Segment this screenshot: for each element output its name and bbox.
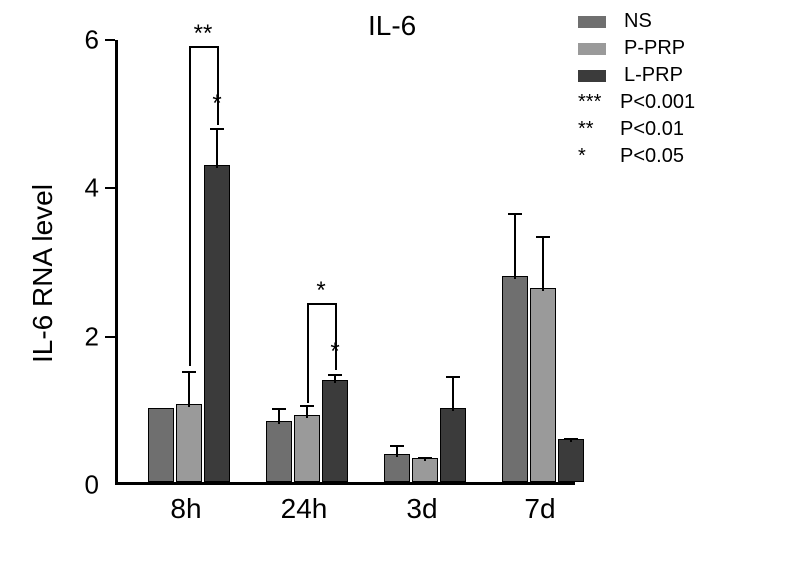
y-tick-label: 2 xyxy=(67,321,99,352)
legend-note-text: P<0.001 xyxy=(620,91,695,114)
legend-swatch xyxy=(578,70,606,82)
legend-series-label: P-PRP xyxy=(624,37,685,60)
significance-label: * xyxy=(316,277,325,305)
point-significance-label: * xyxy=(212,90,221,118)
legend-series-label: L-PRP xyxy=(624,64,683,87)
y-tick-label: 4 xyxy=(67,173,99,204)
point-significance-label: * xyxy=(330,338,339,366)
legend-note-text: P<0.05 xyxy=(620,145,684,168)
legend-note-symbol: * xyxy=(578,145,620,168)
il6-bar-chart: IL-6 IL-6 RNA level ***** NSP-PRPL-PRP**… xyxy=(0,0,787,573)
y-tick-mark xyxy=(105,187,115,189)
legend: NSP-PRPL-PRP***P<0.001**P<0.01*P<0.05 xyxy=(578,10,695,172)
x-category-label: 7d xyxy=(524,493,555,525)
legend-note-row: *P<0.05 xyxy=(578,145,695,168)
y-tick-label: 6 xyxy=(67,25,99,56)
y-tick-mark xyxy=(105,39,115,41)
legend-note-text: P<0.01 xyxy=(620,118,684,141)
legend-note-row: **P<0.01 xyxy=(578,118,695,141)
legend-series-label: NS xyxy=(624,10,652,33)
legend-series-row: NS xyxy=(578,10,695,33)
y-axis-label: IL-6 RNA level xyxy=(27,184,59,363)
y-tick-label: 0 xyxy=(67,470,99,501)
x-category-label: 24h xyxy=(281,493,328,525)
legend-note-symbol: ** xyxy=(578,118,620,141)
legend-swatch xyxy=(578,43,606,55)
x-category-label: 3d xyxy=(406,493,437,525)
x-category-label: 8h xyxy=(170,493,201,525)
legend-series-row: P-PRP xyxy=(578,37,695,60)
legend-note-symbol: *** xyxy=(578,91,620,114)
plot-area: ***** xyxy=(115,40,575,485)
legend-note-row: ***P<0.001 xyxy=(578,91,695,114)
legend-swatch xyxy=(578,16,606,28)
significance-bracket xyxy=(118,40,575,482)
legend-series-row: L-PRP xyxy=(578,64,695,87)
y-tick-mark xyxy=(105,336,115,338)
chart-title: IL-6 xyxy=(368,10,416,42)
